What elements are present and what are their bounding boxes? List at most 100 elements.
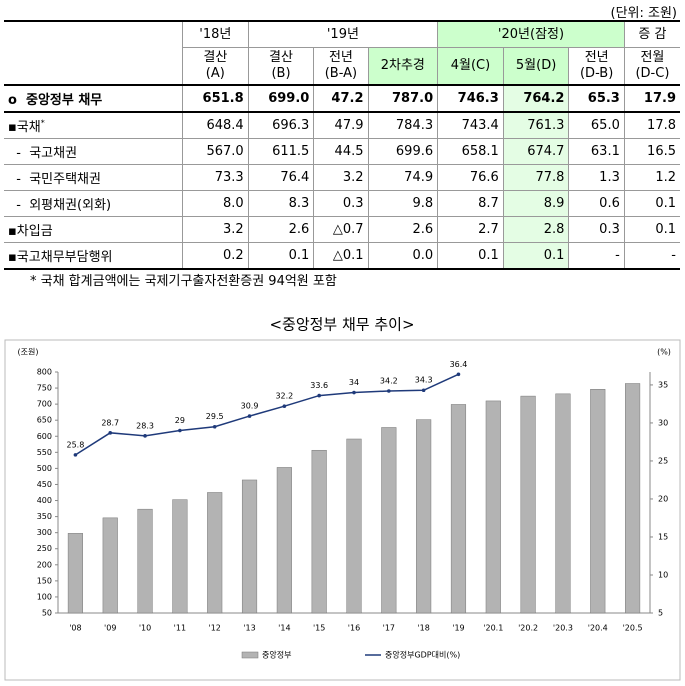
x-tick-label: '11: [174, 624, 186, 633]
x-tick-label: '19: [452, 624, 464, 633]
header-group: 증 감: [623, 20, 680, 48]
bar: [311, 449, 327, 614]
cell: 699.0: [247, 84, 315, 113]
data-row: - 외평채권(외화) 8.0 8.3 0.3 9.8 8.7 8.9 0.6 0.1: [4, 190, 680, 217]
cell: 0.1: [623, 190, 680, 217]
row-label: ▪국채*: [4, 111, 183, 139]
data-label: 33.6: [310, 381, 328, 390]
cell: 8.9: [502, 190, 570, 217]
cell: 784.3: [367, 111, 439, 139]
y-tick-label: 450: [37, 480, 52, 489]
bar: [276, 467, 292, 614]
line-point: [178, 428, 182, 433]
chart: <중앙정부 채무 추이> (조원) (%) 50 100 150 200 250 300 3…: [4, 316, 681, 681]
cell: 17.8: [623, 111, 680, 139]
cell: 0.1: [247, 242, 315, 270]
cell: 2.6: [247, 216, 315, 243]
y-tick-label: 350: [37, 512, 52, 521]
cell: 74.9: [367, 164, 439, 191]
y-label: (조원): [18, 348, 39, 357]
x-tick-label: '12: [209, 624, 221, 633]
bar: [450, 404, 467, 614]
row-label: o 중앙정부 채무: [4, 84, 183, 113]
unit-note: (단위: 조원): [610, 6, 678, 21]
data-label: 34: [349, 378, 359, 387]
cell: 3.2: [313, 164, 369, 191]
header-group: '18년: [182, 20, 249, 48]
line-point: [212, 424, 217, 429]
header-cell: 결산 (A): [182, 47, 249, 86]
bar: [67, 533, 83, 614]
x-tick-label: '13: [243, 624, 255, 633]
y-tick-label: 300: [37, 528, 52, 537]
row-label-text: - 국고채권: [8, 146, 78, 161]
line-point: [387, 389, 391, 393]
line-point: [108, 431, 113, 435]
bar: [207, 492, 223, 614]
data-row: - 국민주택채권 73.3 76.4 3.2 74.9 76.6 77.8 1.3 1.2: [4, 164, 680, 191]
line-point: [456, 372, 461, 377]
data-row: ▪국채* 648.4 696.3 47.9 784.3 743.4 761.3 65.0 17.…: [4, 111, 680, 139]
x-tick-label: '10: [139, 624, 151, 633]
y-tick-label: 400: [37, 496, 52, 505]
header-cell: 4월(C): [437, 47, 504, 86]
header-cell: 결산 (B): [247, 47, 315, 86]
cell: 8.3: [247, 190, 315, 217]
x-tick-label: '15: [313, 624, 325, 633]
cell: 17.9: [623, 84, 680, 113]
header-group: '20년(잠정): [437, 20, 625, 48]
line-point: [352, 390, 356, 395]
data-label: 34.3: [415, 376, 433, 385]
row-label-text: ▪차입금: [8, 224, 53, 239]
data-label: 30.9: [241, 402, 259, 411]
header-row: '18년 '19년 '20년(잠정) 증 감: [4, 20, 680, 86]
cell: 0.1: [437, 242, 504, 270]
cell: 761.3: [502, 111, 570, 139]
y2-tick-label: 15: [658, 532, 668, 541]
y2-tick-label: 10: [658, 570, 668, 579]
legend-swatch: [241, 651, 259, 659]
chart-frame: [4, 339, 681, 681]
cell: 16.5: [623, 138, 680, 165]
x-tick-label: '08: [69, 624, 81, 633]
cell: 2.7: [437, 216, 504, 243]
y-tick-label: 800: [37, 368, 52, 377]
legend-label: 중앙정부: [262, 650, 291, 660]
chart-title: <중앙정부 채무 추이>: [269, 316, 414, 334]
bar: [346, 438, 362, 614]
data-row: ▪차입금 3.2 2.6 △0.7 2.6 2.7 2.8 0.3 0.1: [4, 216, 680, 243]
cell: 699.6: [367, 138, 439, 165]
row-label: - 국민주택채권: [4, 164, 183, 191]
y-tick-label: 750: [37, 384, 52, 393]
bar: [555, 393, 571, 614]
cell: △0.7: [313, 216, 369, 243]
data-label: 32.2: [275, 392, 293, 401]
data-row: ▪국고채무부담행위 0.2 0.1 △0.1 0.0 0.1 0.1- -: [4, 242, 680, 270]
corner: [4, 20, 183, 86]
header-cell: 전년 (B-A): [313, 47, 369, 86]
header-cell: 2차추경: [367, 47, 439, 86]
data-label: 29: [175, 416, 185, 425]
data-label: 36.4: [450, 360, 468, 369]
cell: 73.3: [182, 164, 249, 191]
line-point: [73, 453, 78, 457]
cell: 746.3: [437, 84, 504, 113]
bar: [485, 400, 501, 614]
row-label-text: o 중앙정부 채무: [8, 93, 103, 108]
x-tick-label: '20.4: [588, 624, 608, 633]
bar: [172, 499, 188, 614]
header-cell: 5월(D): [502, 47, 570, 86]
cell: 44.5: [313, 138, 369, 165]
row-label: ▪차입금: [4, 216, 183, 243]
y-tick-label: 50: [42, 609, 52, 618]
debt-table: '18년 '19년 '20년(잠정) 증 감 결산 (A) 결산 (B) 전년 (B-A) 2…: [4, 20, 680, 270]
data-label: 29.5: [206, 412, 224, 421]
y-tick-label: 500: [37, 464, 52, 473]
data-label: 25.8: [67, 440, 85, 449]
cell: 8.0: [182, 190, 249, 217]
cell: 1.3: [568, 164, 625, 191]
data-label: 28.3: [136, 421, 154, 430]
row-label-text: ▪국채: [8, 120, 41, 135]
y2-tick-label: 5: [658, 609, 663, 618]
cell: 0.3: [313, 190, 369, 217]
